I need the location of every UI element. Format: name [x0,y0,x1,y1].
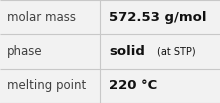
Text: (at STP): (at STP) [155,46,196,57]
Text: melting point: melting point [7,79,86,92]
Text: 220 °C: 220 °C [109,79,157,92]
Text: molar mass: molar mass [7,11,76,24]
Text: phase: phase [7,45,42,58]
Text: 572.53 g/mol: 572.53 g/mol [109,11,206,24]
Text: solid: solid [109,45,145,58]
